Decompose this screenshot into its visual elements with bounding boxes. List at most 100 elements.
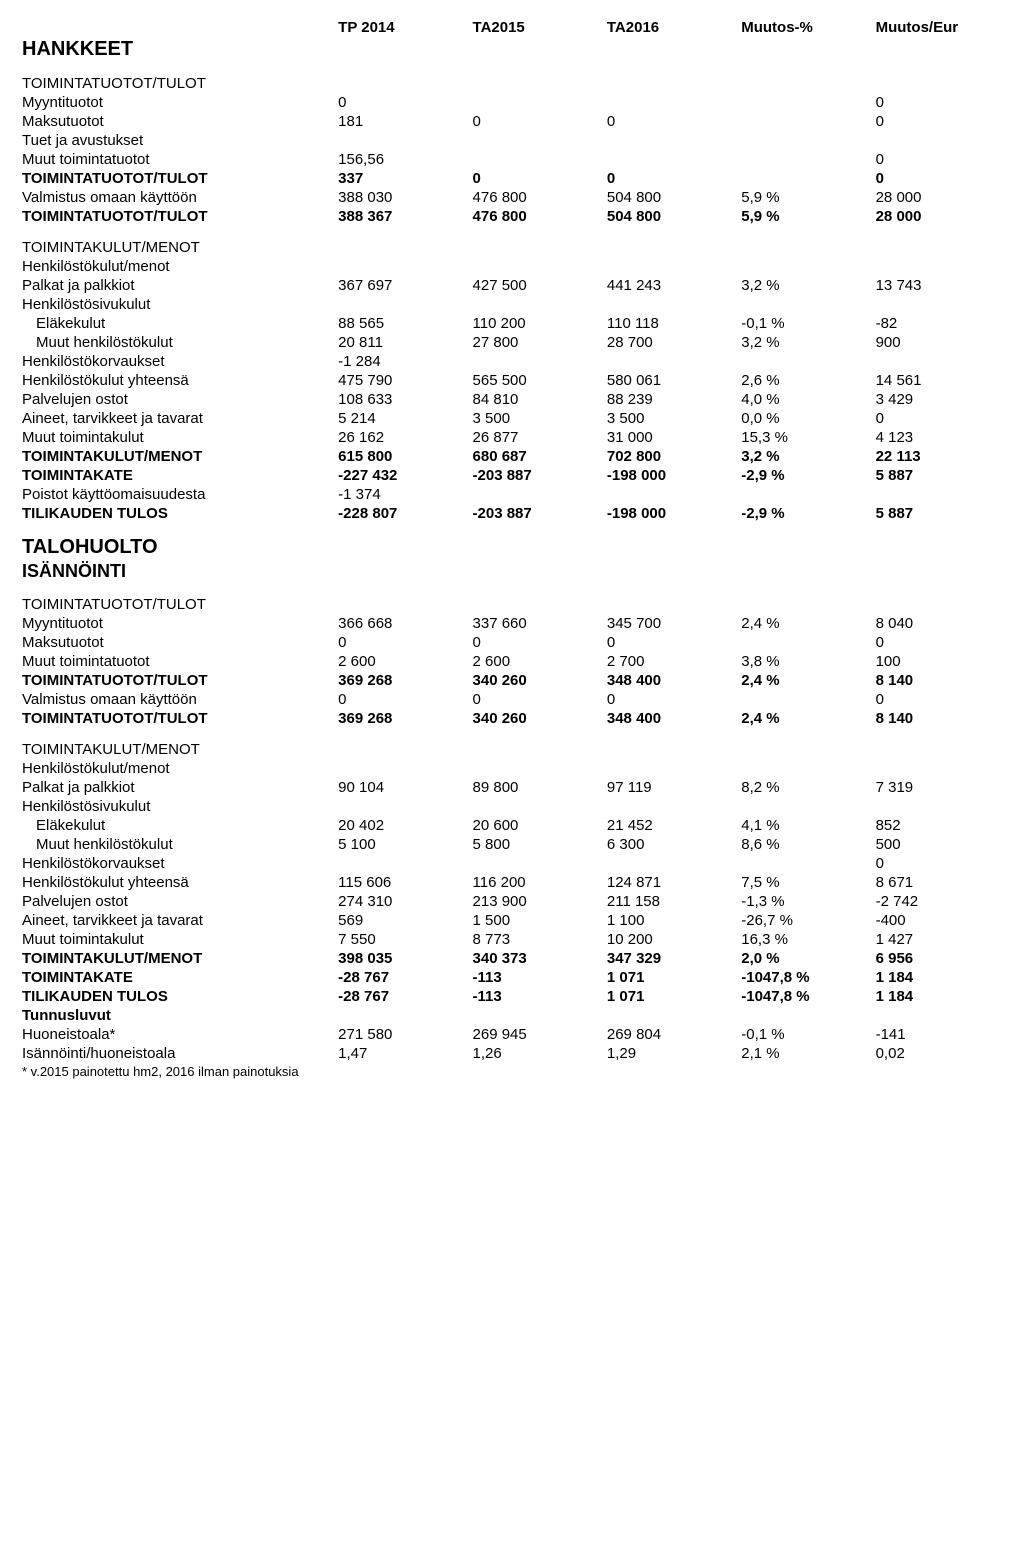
cell: 28 700	[603, 333, 737, 352]
table-row: TOIMINTATUOTOT/TULOT	[18, 74, 1006, 93]
cell: 8 140	[872, 671, 1006, 690]
cell: 0	[872, 409, 1006, 428]
cell: 1 184	[872, 968, 1006, 987]
row-label: Valmistus omaan käyttöön	[18, 690, 334, 709]
cell: 2,6 %	[737, 371, 871, 390]
section-hankkeet: HANKKEET	[18, 37, 1006, 62]
cell: 0	[469, 633, 603, 652]
cell: 0	[469, 169, 603, 188]
table-row: Poistot käyttöomaisuudesta-1 374	[18, 485, 1006, 504]
table-row: Myyntituotot00	[18, 93, 1006, 112]
column-headers: TP 2014 TA2015 TA2016 Muutos-% Muutos/Eu…	[18, 18, 1006, 37]
cell: 28 000	[872, 188, 1006, 207]
table-row: Eläkekulut88 565110 200110 118-0,1 %-82	[18, 314, 1006, 333]
row-label: Valmistus omaan käyttöön	[18, 188, 334, 207]
cell: 3,8 %	[737, 652, 871, 671]
cell: 110 118	[603, 314, 737, 333]
cell: 1,26	[469, 1044, 603, 1063]
cell: -28 767	[334, 987, 468, 1006]
cell: 21 452	[603, 816, 737, 835]
row-label: Huoneistoala*	[18, 1025, 334, 1044]
cell: 476 800	[469, 188, 603, 207]
cell: 345 700	[603, 614, 737, 633]
table-row: Valmistus omaan käyttöön388 030476 80050…	[18, 188, 1006, 207]
row-label: Palvelujen ostot	[18, 892, 334, 911]
cell: -26,7 %	[737, 911, 871, 930]
table-row: Palvelujen ostot108 63384 81088 2394,0 %…	[18, 390, 1006, 409]
cell: -28 767	[334, 968, 468, 987]
cell: 565 500	[469, 371, 603, 390]
cell: 0	[469, 112, 603, 131]
footnote-text: * v.2015 painotettu hm2, 2016 ilman pain…	[18, 1063, 1006, 1080]
table-row: Palkat ja palkkiot367 697427 500441 2433…	[18, 276, 1006, 295]
cell: 0,02	[872, 1044, 1006, 1063]
row-label: Palvelujen ostot	[18, 390, 334, 409]
cell: 271 580	[334, 1025, 468, 1044]
cell: 1 500	[469, 911, 603, 930]
cell: -198 000	[603, 504, 737, 523]
cell: 8 040	[872, 614, 1006, 633]
hankkeet-title: HANKKEET	[18, 37, 334, 62]
cell: 22 113	[872, 447, 1006, 466]
row-label: Henkilöstökulut yhteensä	[18, 371, 334, 390]
cell: 0	[603, 633, 737, 652]
cell: 274 310	[334, 892, 468, 911]
cell: 4,0 %	[737, 390, 871, 409]
cell: 5 887	[872, 504, 1006, 523]
cell: 5,9 %	[737, 207, 871, 226]
table-row: Tunnusluvut	[18, 1006, 1006, 1025]
cell: 702 800	[603, 447, 737, 466]
cell: 1 184	[872, 987, 1006, 1006]
row-label: Henkilöstökulut yhteensä	[18, 873, 334, 892]
table-row: TOIMINTAKULUT/MENOT	[18, 740, 1006, 759]
cell: 269 804	[603, 1025, 737, 1044]
row-label: Muut toimintakulut	[18, 930, 334, 949]
footnote-row: * v.2015 painotettu hm2, 2016 ilman pain…	[18, 1063, 1006, 1080]
cell: -82	[872, 314, 1006, 333]
table-row: Muut toimintakulut26 16226 87731 00015,3…	[18, 428, 1006, 447]
cell: 31 000	[603, 428, 737, 447]
row-label: Tuet ja avustukset	[18, 131, 334, 150]
header-muutos-eur: Muutos/Eur	[872, 18, 1006, 37]
table-row: TILIKAUDEN TULOS-228 807-203 887-198 000…	[18, 504, 1006, 523]
row-label: Henkilöstösivukulut	[18, 797, 334, 816]
table-row: Isännöinti/huoneistoala1,471,261,292,1 %…	[18, 1044, 1006, 1063]
cell: 340 373	[469, 949, 603, 968]
cell: 0	[872, 150, 1006, 169]
cell: -0,1 %	[737, 314, 871, 333]
table-row: Henkilöstökulut/menot	[18, 257, 1006, 276]
cell: 13 743	[872, 276, 1006, 295]
cell: 680 687	[469, 447, 603, 466]
cell: 475 790	[334, 371, 468, 390]
cell: 340 260	[469, 671, 603, 690]
table-row: TOIMINTAKULUT/MENOT615 800680 687702 800…	[18, 447, 1006, 466]
table-row: TOIMINTATUOTOT/TULOT369 268340 260348 40…	[18, 671, 1006, 690]
table-row: Henkilöstökulut yhteensä475 790565 50058…	[18, 371, 1006, 390]
cell: 504 800	[603, 207, 737, 226]
row-label: Palkat ja palkkiot	[18, 276, 334, 295]
cell: 615 800	[334, 447, 468, 466]
cell: 269 945	[469, 1025, 603, 1044]
cell: 4 123	[872, 428, 1006, 447]
row-label: Eläkekulut	[18, 314, 334, 333]
row-label: Myyntituotot	[18, 93, 334, 112]
row-label: Maksutuotot	[18, 633, 334, 652]
header-ta2016: TA2016	[603, 18, 737, 37]
cell: 348 400	[603, 671, 737, 690]
row-label: TOIMINTATUOTOT/TULOT	[18, 671, 334, 690]
cell: 2 600	[469, 652, 603, 671]
cell: -400	[872, 911, 1006, 930]
cell: 2,1 %	[737, 1044, 871, 1063]
row-label: Eläkekulut	[18, 816, 334, 835]
cell: 8 773	[469, 930, 603, 949]
row-label: Muut toimintatuotot	[18, 150, 334, 169]
row-label: Henkilöstökorvaukset	[18, 854, 334, 873]
table-row: Palkat ja palkkiot90 10489 80097 1198,2 …	[18, 778, 1006, 797]
cell: 500	[872, 835, 1006, 854]
row-label: TOIMINTAKULUT/MENOT	[18, 949, 334, 968]
cell: 398 035	[334, 949, 468, 968]
cell: 10 200	[603, 930, 737, 949]
row-label: Henkilöstökulut/menot	[18, 257, 334, 276]
cell: 1 100	[603, 911, 737, 930]
cell: 441 243	[603, 276, 737, 295]
